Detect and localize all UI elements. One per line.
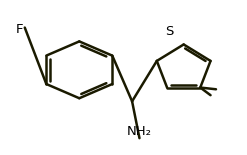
Text: S: S — [165, 25, 173, 38]
Text: F: F — [15, 23, 23, 36]
Text: NH₂: NH₂ — [127, 125, 152, 138]
